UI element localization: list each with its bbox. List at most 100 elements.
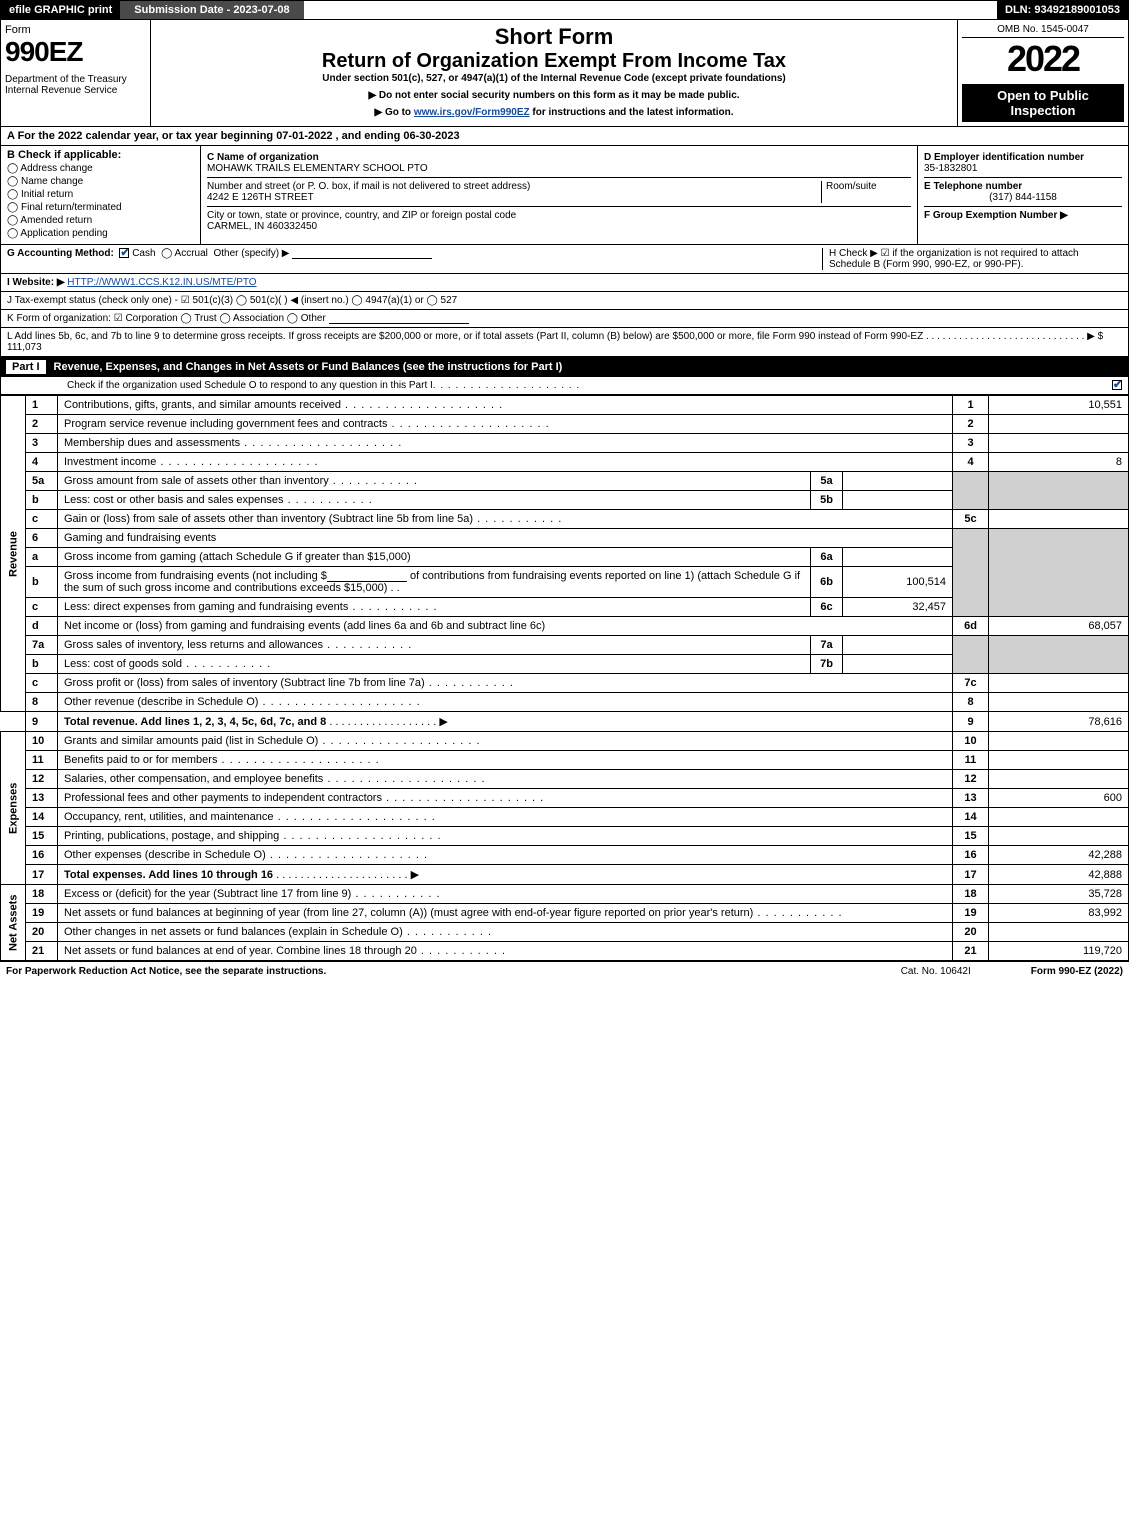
ck-amended[interactable]: ◯ Amended return — [7, 215, 194, 226]
h-text: H Check ▶ ☑ if the organization is not r… — [822, 248, 1122, 270]
line-5b: Less: cost or other basis and sales expe… — [64, 494, 284, 506]
side-expenses: Expenses — [1, 732, 26, 885]
footer-right: Form 990-EZ (2022) — [1031, 966, 1123, 977]
val-13: 600 — [989, 789, 1129, 808]
b-title: B Check if applicable: — [7, 149, 194, 161]
section-c: C Name of organizationMOHAWK TRAILS ELEM… — [201, 146, 918, 244]
tax-year: 2022 — [962, 38, 1124, 80]
g-label: G Accounting Method: — [7, 248, 114, 259]
line-6: Gaming and fundraising events — [64, 532, 216, 544]
ck-other[interactable]: Other (specify) ▶ — [213, 248, 289, 259]
efile-link[interactable]: efile GRAPHIC print — [1, 1, 120, 19]
d-ein-lbl: D Employer identification number — [924, 152, 1084, 163]
inspection-badge: Open to Public Inspection — [962, 84, 1124, 122]
part-i-badge: Part I — [6, 360, 46, 374]
ck-pending[interactable]: ◯ Application pending — [7, 228, 194, 239]
line-9: Total revenue. Add lines 1, 2, 3, 4, 5c,… — [64, 716, 326, 728]
d-grp-lbl: F Group Exemption Number ▶ — [924, 210, 1068, 221]
line-20: Other changes in net assets or fund bala… — [64, 926, 403, 938]
row-a: A For the 2022 calendar year, or tax yea… — [0, 127, 1129, 146]
page-footer: For Paperwork Reduction Act Notice, see … — [0, 961, 1129, 981]
row-l: L Add lines 5b, 6c, and 7b to line 9 to … — [0, 328, 1129, 357]
ck-final[interactable]: ◯ Final return/terminated — [7, 202, 194, 213]
submission-date: Submission Date - 2023-07-08 — [120, 1, 303, 19]
line-14: Occupancy, rent, utilities, and maintena… — [64, 811, 274, 823]
val-16: 42,288 — [989, 846, 1129, 865]
form-note2: ▶ Go to www.irs.gov/Form990EZ for instru… — [155, 107, 953, 118]
line-15: Printing, publications, postage, and shi… — [64, 830, 279, 842]
omb-no: OMB No. 1545-0047 — [962, 24, 1124, 38]
line-1: Contributions, gifts, grants, and simila… — [64, 399, 341, 411]
ck-accrual[interactable]: Accrual — [175, 248, 208, 259]
c-name-lbl: C Name of organization — [207, 152, 319, 163]
form-id-block: Form 990EZ Department of the Treasury In… — [1, 20, 151, 126]
d-tel-lbl: E Telephone number — [924, 181, 1022, 192]
ck-cash[interactable] — [119, 248, 129, 258]
org-city: CARMEL, IN 460332450 — [207, 221, 317, 232]
line-12: Salaries, other compensation, and employ… — [64, 773, 323, 785]
line-3: Membership dues and assessments — [64, 437, 240, 449]
dln: DLN: 93492189001053 — [997, 1, 1128, 19]
row-i: I Website: ▶ HTTP://WWW1.CCS.K12.IN.US/M… — [0, 274, 1129, 292]
part-i-title: Revenue, Expenses, and Changes in Net As… — [54, 361, 563, 373]
ck-scho[interactable] — [1112, 380, 1122, 390]
form-header: Form 990EZ Department of the Treasury In… — [0, 20, 1129, 127]
line-2: Program service revenue including govern… — [64, 418, 387, 430]
ck-initial[interactable]: ◯ Initial return — [7, 189, 194, 200]
part-i-check: Check if the organization used Schedule … — [0, 377, 1129, 395]
row-gh: G Accounting Method: Cash ◯ Accrual Othe… — [0, 245, 1129, 274]
row-k: K Form of organization: ☑ Corporation ◯ … — [0, 310, 1129, 328]
side-netassets: Net Assets — [1, 885, 26, 961]
line-11: Benefits paid to or for members — [64, 754, 217, 766]
line-6c: Less: direct expenses from gaming and fu… — [64, 601, 348, 613]
line-16: Other expenses (describe in Schedule O) — [64, 849, 266, 861]
line-10: Grants and similar amounts paid (list in… — [64, 735, 318, 747]
section-bcd: B Check if applicable: ◯ Address change … — [0, 146, 1129, 245]
section-def: D Employer identification number35-18328… — [918, 146, 1128, 244]
ein: 35-1832801 — [924, 163, 977, 174]
line-5c: Gain or (loss) from sale of assets other… — [64, 513, 473, 525]
line-18: Excess or (deficit) for the year (Subtra… — [64, 888, 351, 900]
line-13: Professional fees and other payments to … — [64, 792, 382, 804]
line-6a: Gross income from gaming (attach Schedul… — [64, 551, 411, 563]
form-subtitle: Under section 501(c), 527, or 4947(a)(1)… — [155, 73, 953, 84]
val-6d: 68,057 — [989, 617, 1129, 636]
val-6c: 32,457 — [843, 598, 953, 617]
irs-link[interactable]: www.irs.gov/Form990EZ — [414, 107, 530, 118]
val-21: 119,720 — [989, 942, 1129, 961]
ck-address[interactable]: ◯ Address change — [7, 163, 194, 174]
revenue-table: Revenue 1Contributions, gifts, grants, a… — [0, 395, 1129, 961]
form-note1: ▶ Do not enter social security numbers o… — [155, 90, 953, 101]
side-revenue: Revenue — [1, 396, 26, 712]
form-title: Return of Organization Exempt From Incom… — [155, 50, 953, 73]
c-city-lbl: City or town, state or province, country… — [207, 210, 516, 221]
ck-name[interactable]: ◯ Name change — [7, 176, 194, 187]
val-19: 83,992 — [989, 904, 1129, 923]
form-number: 990EZ — [5, 36, 146, 68]
line-4: Investment income — [64, 456, 156, 468]
c-addr-lbl: Number and street (or P. O. box, if mail… — [207, 181, 530, 192]
val-18: 35,728 — [989, 885, 1129, 904]
room-suite: Room/suite — [821, 181, 911, 203]
val-9: 78,616 — [989, 712, 1129, 732]
line-19: Net assets or fund balances at beginning… — [64, 907, 753, 919]
line-8: Other revenue (describe in Schedule O) — [64, 696, 258, 708]
short-form: Short Form — [155, 24, 953, 50]
form-right-block: OMB No. 1545-0047 2022 Open to Public In… — [958, 20, 1128, 126]
section-b: B Check if applicable: ◯ Address change … — [1, 146, 201, 244]
dept-label: Department of the Treasury Internal Reve… — [5, 74, 146, 96]
line-7c: Gross profit or (loss) from sales of inv… — [64, 677, 425, 689]
i-label: I Website: ▶ — [7, 277, 65, 288]
website-link[interactable]: HTTP://WWW1.CCS.K12.IN.US/MTE/PTO — [67, 277, 256, 288]
line-17: Total expenses. Add lines 10 through 16 — [64, 869, 273, 881]
footer-left: For Paperwork Reduction Act Notice, see … — [6, 966, 326, 977]
line-7a: Gross sales of inventory, less returns a… — [64, 639, 323, 651]
form-word: Form — [5, 24, 146, 36]
line-6b-pre: Gross income from fundraising events (no… — [64, 570, 327, 582]
footer-mid: Cat. No. 10642I — [901, 966, 971, 977]
form-title-block: Short Form Return of Organization Exempt… — [151, 20, 958, 126]
val-4: 8 — [989, 453, 1129, 472]
val-6b: 100,514 — [843, 567, 953, 598]
line-21: Net assets or fund balances at end of ye… — [64, 945, 417, 957]
telephone: (317) 844-1158 — [924, 192, 1122, 203]
